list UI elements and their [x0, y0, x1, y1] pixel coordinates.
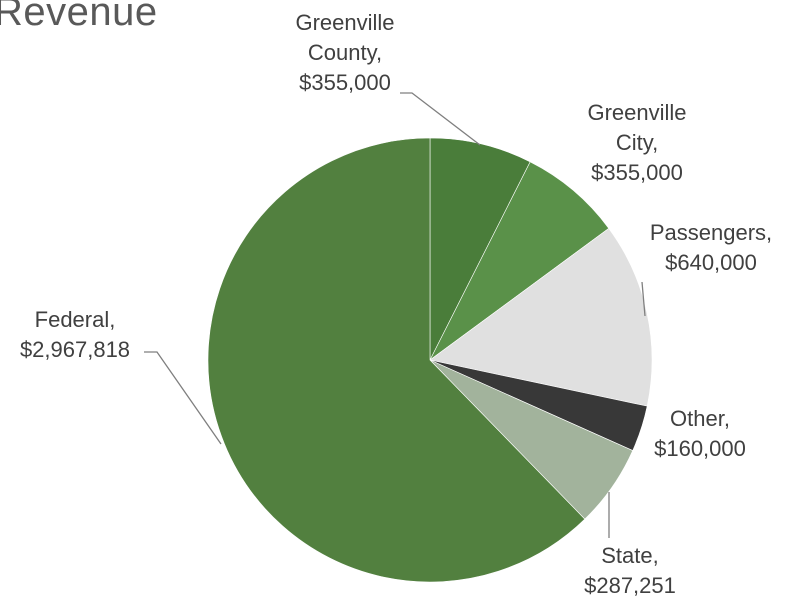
data-label-federal: Federal, $2,967,818	[20, 307, 130, 362]
slice-labels: Greenville County, $355,000 Greenville City,…	[20, 10, 772, 598]
chart-title: Revenue	[0, 0, 158, 34]
leader-line-passengers	[641, 281, 646, 317]
data-label-passengers: Passengers, $640,000	[650, 220, 772, 275]
data-label-greenville-county: Greenville County, $355,000	[295, 10, 394, 95]
leader-line-federal	[144, 351, 222, 445]
pie-slice-greenville-county	[429, 137, 531, 361]
leader-line-greenville-county	[400, 92, 481, 146]
leader-lines	[144, 92, 646, 538]
pie-slice-passengers	[429, 227, 653, 407]
data-label-state: State, $287,251	[584, 543, 676, 598]
pie-slices	[207, 137, 653, 583]
data-label-other: Other, $160,000	[654, 406, 746, 461]
pie-slice-greenville-city	[429, 161, 610, 361]
pie-slice-federal	[207, 137, 586, 583]
data-label-greenville-city: Greenville City, $355,000	[587, 100, 686, 185]
